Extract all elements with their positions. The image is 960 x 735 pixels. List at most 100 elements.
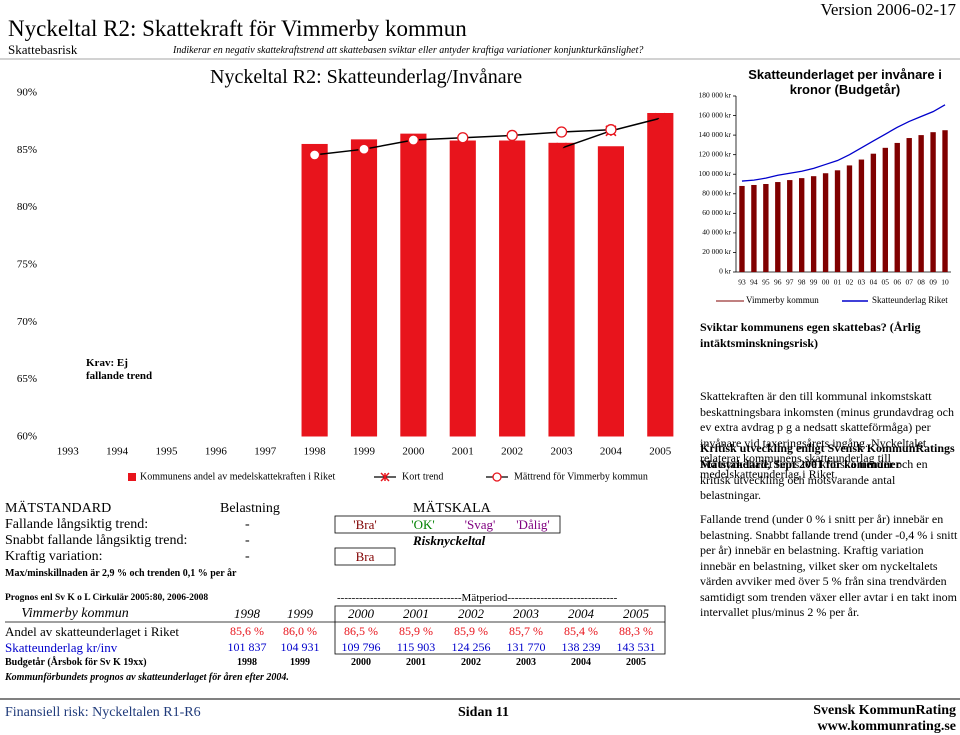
scale-step: 'OK'	[411, 517, 435, 532]
marker	[506, 129, 518, 142]
x-tick-label: 2005	[649, 446, 672, 458]
bar	[751, 184, 757, 272]
y-tick-label: 100 000 kr	[699, 169, 732, 178]
legend-label: Kort trend	[402, 471, 443, 482]
y-tick-label: 75%	[17, 259, 37, 271]
bar	[775, 182, 781, 272]
x-tick-label: 99	[810, 278, 818, 287]
bar	[918, 135, 924, 272]
table-header: 2000	[348, 606, 374, 621]
standard-load: -	[245, 517, 250, 532]
standard-label: Kraftig variation:	[5, 549, 103, 564]
x-tick-label: 93	[738, 278, 746, 287]
bar	[799, 178, 805, 272]
legend-marker	[380, 472, 390, 482]
table-header: 2005	[623, 606, 649, 621]
bar	[739, 185, 745, 272]
y-tick-label: 140 000 kr	[699, 130, 732, 139]
table-header: 1999	[287, 606, 313, 621]
bar	[300, 142, 329, 438]
table-cell: 124 256	[451, 640, 491, 654]
bar	[399, 132, 428, 438]
bar	[834, 170, 841, 272]
table-cell: 85,7 %	[509, 624, 543, 638]
x-tick-label: 04	[870, 278, 878, 287]
y-tick-label: 60 000 kr	[702, 208, 731, 217]
question: Indikerar en negativ skattekraftstrend a…	[173, 45, 644, 56]
bar	[858, 159, 865, 272]
y-tick-label: 160 000 kr	[699, 110, 732, 119]
section-body: Skattekraften är den till kommunal inkom…	[700, 389, 954, 481]
table-header: 2001	[403, 606, 429, 621]
table-cell: Budgetår (Årsbok för Sv K 19xx)	[5, 657, 147, 668]
section-body: Fallande trend (under 0 % i snitt per år…	[700, 512, 958, 619]
y-tick-label: 85%	[17, 144, 37, 156]
footer-brand: Svensk KommunRating	[813, 703, 956, 718]
period-box	[334, 605, 666, 655]
y-tick-label: 0 kr	[719, 267, 731, 276]
table-header: 2003	[513, 606, 539, 621]
x-tick-label: 94	[750, 278, 758, 287]
marker	[407, 134, 420, 146]
y-tick-label: 60%	[17, 431, 37, 443]
legend-label: Skatteunderlag Riket	[872, 295, 948, 305]
scale-step: 'Bra'	[353, 517, 377, 532]
table-cell: 131 770	[506, 640, 546, 654]
legend-swatch	[128, 473, 136, 481]
table-cell: 85,9 %	[454, 624, 488, 638]
section-heading: Kritisk utveckling enligt Svensk KommunR…	[700, 441, 955, 471]
y-tick-label: 90%	[17, 87, 37, 99]
bar	[547, 141, 576, 438]
x-tick-label: 00	[822, 278, 830, 287]
standard-load: -	[245, 533, 250, 548]
table-header: 1998	[234, 606, 260, 621]
legend-label: Vimmerby kommun	[746, 295, 819, 305]
table-cell: 86,0 %	[283, 624, 317, 638]
marker	[556, 142, 568, 154]
x-tick-label: 2000	[402, 446, 425, 458]
y-tick-label: 65%	[17, 373, 37, 385]
x-tick-label: 10	[941, 278, 949, 287]
bar	[930, 132, 936, 272]
x-tick-label: 09	[929, 278, 937, 287]
page-title: Nyckeltal R2: Skattekraft för Vimmerby k…	[8, 16, 467, 41]
table-cell: 101 837	[227, 640, 267, 654]
bar	[810, 176, 817, 272]
table-period: ----------------------------------Mätper…	[337, 592, 618, 604]
table-cell: 2004	[571, 657, 591, 668]
annotation: Krav: Ej fallande trend	[82, 355, 160, 405]
legend-label: Mättrend för Vimmerby kommun	[514, 471, 648, 482]
bar	[646, 111, 675, 438]
x-tick-label: 2001	[452, 446, 474, 458]
x-tick-label: 1995	[155, 446, 178, 458]
bar	[822, 173, 829, 272]
x-tick-label: 1993	[57, 446, 80, 458]
marker	[654, 112, 666, 124]
standard-note: Max/minskillnaden är 2,9 % och trenden 0…	[5, 568, 237, 579]
table-header: 2002	[458, 606, 484, 621]
marker	[457, 132, 469, 144]
x-tick-label: 1997	[254, 446, 277, 458]
table-cell: Andel av skatteunderlaget i Riket	[5, 624, 180, 639]
table-cell: 2001	[406, 657, 426, 668]
x-tick-label: 06	[894, 278, 902, 287]
x-tick-label: 1998	[304, 446, 327, 458]
scale-box	[334, 515, 561, 534]
bar	[906, 138, 912, 272]
table-cell: Skatteunderlag kr/inv	[5, 640, 118, 655]
marker	[605, 124, 617, 136]
bar	[894, 142, 900, 272]
rating-box	[334, 547, 396, 566]
table-cell: 85,4 %	[564, 624, 598, 638]
bar	[448, 139, 477, 438]
y-tick-label: 180 000 kr	[699, 91, 732, 100]
y-tick-label: 80%	[17, 201, 37, 213]
scale-step: 'Svag'	[464, 517, 496, 532]
bar	[882, 147, 888, 272]
table-cell: 143 531	[616, 640, 656, 654]
table-cell: 86,5 %	[344, 624, 378, 638]
standard-label: Snabbt fallande långsiktig trend:	[5, 533, 188, 548]
bar	[596, 145, 626, 438]
bar	[787, 180, 793, 272]
